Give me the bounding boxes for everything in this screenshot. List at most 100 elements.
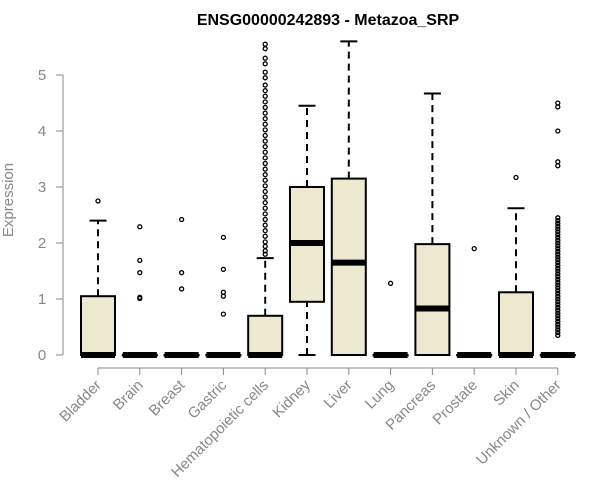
outlier-point xyxy=(555,226,561,232)
outlier-point xyxy=(137,224,143,230)
outlier-point xyxy=(555,296,561,302)
box-brain xyxy=(121,224,158,358)
outlier-point xyxy=(262,188,268,195)
y-tick-label: 0 xyxy=(38,347,46,364)
outlier-point xyxy=(262,46,268,52)
outlier-point xyxy=(262,172,268,178)
outlier-point xyxy=(555,217,561,224)
outlier-point xyxy=(137,257,143,264)
outlier-point xyxy=(513,174,519,181)
outlier-point xyxy=(262,166,268,172)
outlier-point xyxy=(262,138,268,144)
outlier-point xyxy=(555,128,561,134)
outlier-point xyxy=(137,295,143,302)
outlier-point xyxy=(555,229,561,235)
outlier-point xyxy=(555,318,561,325)
outlier-point xyxy=(555,271,561,277)
box-prostate xyxy=(456,245,493,358)
outlier-point xyxy=(262,160,268,167)
outlier-point xyxy=(262,93,268,99)
outlier-point xyxy=(555,287,561,294)
outlier-point xyxy=(555,265,561,271)
outlier-point xyxy=(387,280,394,286)
outlier-point xyxy=(262,233,268,239)
outlier-point xyxy=(262,211,268,217)
x-tick-label: Bladder xyxy=(56,377,105,426)
outlier-point xyxy=(178,286,185,292)
outlier-point xyxy=(262,88,268,94)
outlier-point xyxy=(262,99,268,105)
box-hematopoietic-cells xyxy=(247,41,284,358)
outlier-point xyxy=(555,315,561,322)
outlier-point xyxy=(262,69,268,75)
outlier-point xyxy=(262,205,268,211)
box-kidney xyxy=(289,104,325,356)
outlier-point xyxy=(555,276,561,283)
y-tick-label: 3 xyxy=(38,179,46,196)
outlier-point xyxy=(555,257,561,263)
box-bladder xyxy=(80,198,116,358)
x-tick-label: Prostate xyxy=(429,377,481,429)
outlier-point xyxy=(555,237,561,243)
outlier-point xyxy=(262,144,268,150)
outlier-point xyxy=(555,332,561,339)
outlier-point xyxy=(262,200,268,206)
box-lung xyxy=(372,280,409,358)
y-tick-label: 2 xyxy=(38,235,46,252)
outlier-point xyxy=(262,82,268,88)
outlier-point xyxy=(95,198,101,204)
outlier-point xyxy=(262,75,268,81)
outlier-point xyxy=(555,231,561,238)
outlier-point xyxy=(555,313,561,319)
boxes-group xyxy=(80,40,576,358)
outlier-point xyxy=(262,155,268,161)
x-tick-label: Kidney xyxy=(269,376,314,421)
x-tick-label: Breast xyxy=(146,376,189,419)
y-axis: 0 1 2 3 4 5 xyxy=(38,67,64,364)
outlier-point xyxy=(220,266,227,272)
outlier-point xyxy=(262,55,268,61)
outlier-point xyxy=(262,177,268,183)
outlier-point xyxy=(262,127,268,133)
outlier-point xyxy=(178,216,185,223)
box-pancreas xyxy=(414,92,451,356)
y-tick-label: 5 xyxy=(38,67,46,84)
outlier-point xyxy=(555,254,561,260)
y-tick-label: 1 xyxy=(38,291,46,308)
outlier-point xyxy=(220,311,227,317)
outlier-point xyxy=(262,239,268,245)
y-tick-label: 4 xyxy=(38,123,46,140)
box-skin xyxy=(498,174,534,358)
chart-title: ENSG00000242893 - Metazoa_SRP xyxy=(197,12,460,29)
y-axis-label: Expression xyxy=(0,163,17,237)
outlier-point xyxy=(555,321,561,327)
outlier-point xyxy=(555,307,561,313)
outlier-point xyxy=(262,110,268,116)
outlier-point xyxy=(555,251,561,257)
box-gastric xyxy=(205,234,242,358)
outlier-point xyxy=(555,329,561,336)
outlier-point xyxy=(262,104,268,111)
box-iqr xyxy=(247,314,284,356)
outlier-point xyxy=(555,220,561,227)
outlier-point xyxy=(262,41,268,47)
outlier-point xyxy=(555,327,561,333)
box-unknown-other xyxy=(539,100,576,358)
outlier-point xyxy=(555,301,561,308)
outlier-point xyxy=(262,216,268,223)
outlier-point xyxy=(555,279,561,285)
outlier-point xyxy=(262,149,268,155)
outlier-point xyxy=(555,163,561,169)
outlier-point xyxy=(220,234,227,241)
outlier-point xyxy=(555,324,561,330)
box-liver xyxy=(330,40,367,356)
outlier-point xyxy=(555,215,561,221)
x-tick-label: Lung xyxy=(362,377,398,413)
box-breast xyxy=(163,216,200,358)
outlier-point xyxy=(262,228,268,234)
x-tick-label: Brain xyxy=(110,377,147,414)
outlier-point xyxy=(555,310,561,316)
outlier-point xyxy=(555,240,561,246)
outlier-point xyxy=(137,270,143,276)
